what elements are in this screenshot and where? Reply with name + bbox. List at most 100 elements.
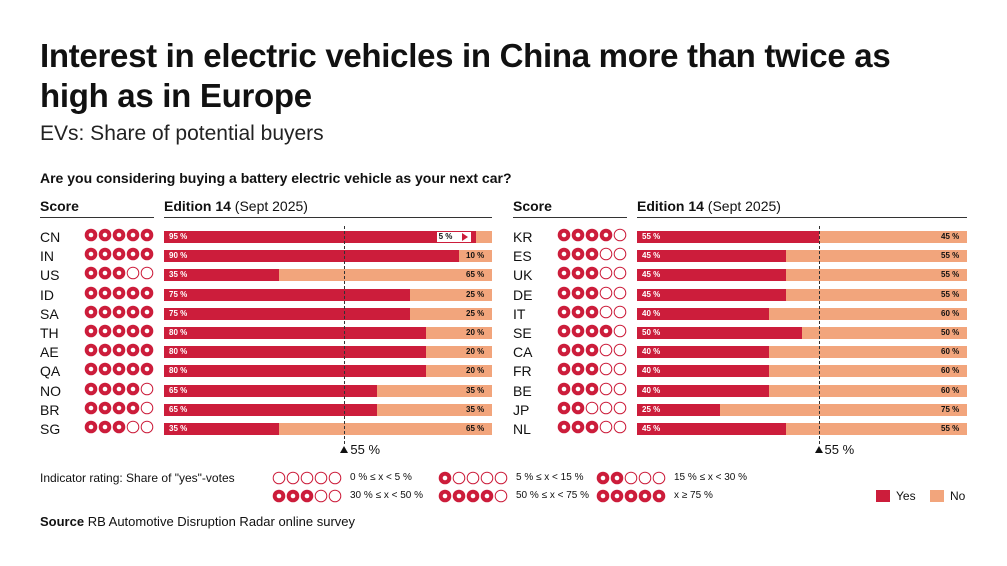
score-dot-empty — [599, 420, 613, 434]
country-label: NO — [40, 382, 61, 399]
score-cell — [557, 228, 627, 247]
bar-label-yes: 40 % — [642, 347, 661, 357]
legend-score-dots — [596, 489, 666, 503]
country-label: SG — [40, 421, 61, 437]
bar-yes — [637, 403, 720, 416]
bar-label-no: 60 % — [941, 385, 960, 395]
bar-row-uk: UK 45 % 55 % — [513, 266, 967, 285]
legend-rating-label: 5 % ≤ x < 15 % — [516, 472, 584, 483]
bar-row-ca: CA 40 % 60 % — [513, 343, 967, 362]
score-dot-empty — [272, 471, 286, 485]
bar-label-no: 25 % — [466, 289, 485, 299]
legend-score-dots — [438, 471, 508, 485]
bar-no — [769, 384, 967, 397]
bar-yes — [637, 269, 786, 282]
score-dot-filled — [585, 363, 599, 376]
score-dots — [557, 228, 627, 242]
bar-row-br: BR 65 % 35 % — [40, 401, 492, 420]
bar-no — [278, 269, 492, 282]
legend-score-dots — [438, 489, 508, 503]
triangle-up-icon — [340, 446, 349, 453]
score-cell — [84, 228, 154, 247]
score-dots — [557, 267, 627, 280]
bar-row-sa: SA 75 % 25 % — [40, 305, 492, 324]
score-dots — [557, 420, 627, 434]
score-dot-filled — [272, 489, 286, 503]
bar-label-no: 20 % — [466, 347, 485, 357]
score-dot-empty — [613, 401, 627, 415]
bar-no — [818, 231, 967, 243]
score-dot-filled — [98, 420, 112, 434]
score-dot-empty — [300, 471, 314, 485]
score-dots — [557, 382, 627, 395]
bar-no — [426, 346, 492, 359]
legend-dots — [438, 489, 508, 503]
score-dot-filled — [98, 286, 112, 299]
score-dot-filled — [585, 420, 599, 434]
score-dot-empty — [613, 305, 627, 319]
score-header-rule — [40, 217, 154, 218]
score-dot-empty — [599, 343, 613, 357]
score-cell — [557, 343, 627, 362]
score-dot-empty — [140, 401, 154, 415]
score-dot-empty — [585, 401, 599, 415]
bar-no — [410, 307, 492, 320]
score-dot-filled — [557, 382, 571, 395]
score-dot-filled — [126, 401, 140, 415]
score-dot-filled — [140, 305, 154, 319]
score-dots — [557, 247, 627, 261]
score-dot-filled — [585, 267, 599, 280]
score-dot-filled — [571, 343, 585, 357]
score-dot-filled — [112, 267, 126, 280]
score-dot-filled — [112, 382, 126, 395]
bar-row-be: BE 40 % 60 % — [513, 382, 967, 401]
bar-no — [426, 327, 492, 339]
bar-row-se: SE 50 % 50 % — [513, 324, 967, 343]
bar-yes — [164, 403, 378, 416]
bar-label-yes: 75 % — [169, 308, 188, 318]
country-label: SE — [513, 325, 532, 341]
bar-label-no: 35 % — [466, 385, 485, 395]
bar-row-de: DE 45 % 55 % — [513, 286, 967, 305]
bar-label-no: 60 % — [941, 347, 960, 357]
bar-row-th: TH 80 % 20 % — [40, 324, 492, 343]
bar-row-no: NO 65 % 35 % — [40, 382, 492, 401]
score-dot-filled — [98, 382, 112, 395]
bar-no — [769, 307, 967, 320]
score-dot-empty — [328, 489, 342, 503]
score-dot-empty — [599, 401, 613, 415]
country-label: JP — [513, 401, 530, 418]
score-dot-filled — [624, 489, 638, 503]
score-dot-filled — [112, 420, 126, 434]
score-dot-filled — [84, 363, 98, 376]
score-dot-filled — [84, 324, 98, 338]
bar-label-yes: 40 % — [642, 308, 661, 318]
score-dot-filled — [126, 228, 140, 242]
score-dot-empty — [613, 420, 627, 434]
bar-yes — [637, 423, 786, 435]
score-dot-filled — [452, 489, 466, 503]
reference-label: 55 % — [814, 442, 854, 458]
bar-yes — [164, 384, 378, 397]
bar-label-no: 10 % — [466, 251, 485, 261]
score-dots — [84, 228, 154, 242]
bar-label-yes: 45 % — [642, 251, 661, 261]
score-dot-filled — [571, 420, 585, 434]
legend-title: Indicator rating: Share of "yes"-votes — [40, 471, 235, 485]
legend-dots — [596, 471, 666, 485]
country-label: CA — [513, 344, 533, 361]
score-dot-filled — [557, 401, 571, 415]
bar-yes — [164, 250, 460, 263]
bar-row-in: IN 90 % 10 % — [40, 247, 492, 266]
bar-no — [769, 365, 967, 378]
bar-label-no: 25 % — [466, 308, 485, 318]
chart-panel-right: Score Edition 14 (Sept 2025) KR 55 % 45 % E… — [513, 196, 967, 466]
score-dot-filled — [98, 363, 112, 376]
score-dot-empty — [286, 471, 300, 485]
bar-row-jp: JP 25 % 75 % — [513, 401, 967, 420]
bar-yes — [164, 327, 427, 339]
score-dot-filled — [571, 305, 585, 319]
bar-label-yes: 55 % — [642, 232, 661, 241]
score-dot-filled — [140, 324, 154, 338]
score-dot-empty — [126, 420, 140, 434]
